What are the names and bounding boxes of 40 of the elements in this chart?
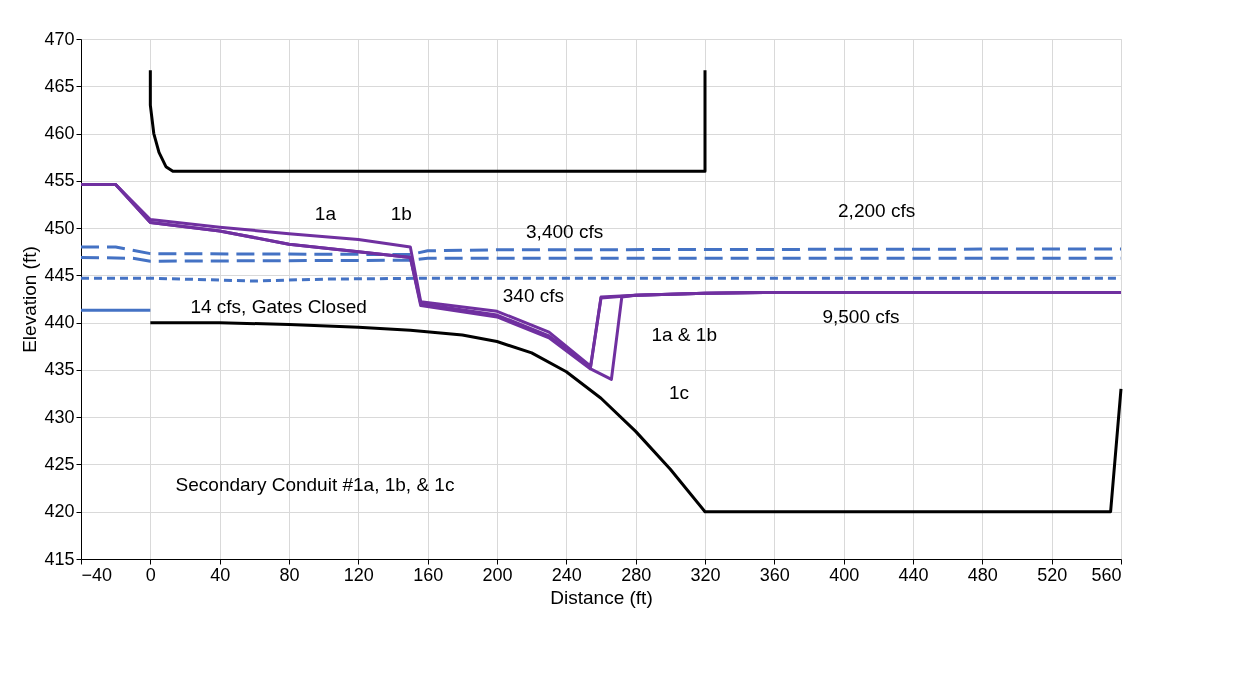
- x-axis-title: Distance (ft): [550, 586, 653, 608]
- annotation: 1a: [314, 202, 337, 224]
- x-tick-label: 200: [482, 564, 513, 585]
- y-tick-label: 460: [44, 123, 75, 144]
- x-tick-label: 0: [145, 564, 156, 585]
- y-axis-title: Elevation (ft): [19, 246, 41, 353]
- x-tick-label: −40: [81, 564, 113, 585]
- x-tick-label: 480: [967, 564, 998, 585]
- y-tick-label: 470: [44, 28, 75, 49]
- y-tick-label: 445: [44, 264, 75, 285]
- y-tick-label: 440: [44, 312, 75, 333]
- annotation: 340 cfs: [502, 285, 565, 307]
- y-tick-label: 465: [44, 75, 75, 96]
- x-tick-label: 240: [551, 564, 582, 585]
- x-tick-label: 360: [759, 564, 790, 585]
- annotation: 1a & 1b: [651, 324, 717, 346]
- x-tick-label: 40: [210, 564, 231, 585]
- annotation: 1c: [668, 381, 690, 403]
- x-tick-label: 120: [343, 564, 374, 585]
- y-tick-label: 430: [44, 406, 75, 427]
- y-tick-label: 435: [44, 359, 75, 380]
- annotation: 2,200 cfs: [838, 199, 916, 221]
- y-tick-label: 425: [44, 453, 75, 474]
- annotation: 1b: [390, 202, 412, 224]
- annotation: 9,500 cfs: [822, 306, 900, 328]
- x-tick-label: 320: [690, 564, 721, 585]
- y-tick-label: 450: [44, 217, 75, 238]
- annotation: Secondary Conduit #1a, 1b, & 1c: [175, 473, 455, 495]
- x-tick-label: 560: [1091, 564, 1122, 585]
- x-tick-label: 440: [898, 564, 929, 585]
- annotation: 3,400 cfs: [526, 221, 604, 243]
- x-tick-label: 80: [279, 564, 300, 585]
- x-tick-label: 400: [829, 564, 860, 585]
- y-tick-label: 455: [44, 170, 75, 191]
- annotation: 14 cfs, Gates Closed: [190, 296, 367, 318]
- y-tick-label: 415: [44, 548, 75, 569]
- x-tick-label: 160: [413, 564, 444, 585]
- x-tick-label: 280: [621, 564, 652, 585]
- y-tick-label: 420: [44, 501, 75, 522]
- x-tick-label: 520: [1037, 564, 1068, 585]
